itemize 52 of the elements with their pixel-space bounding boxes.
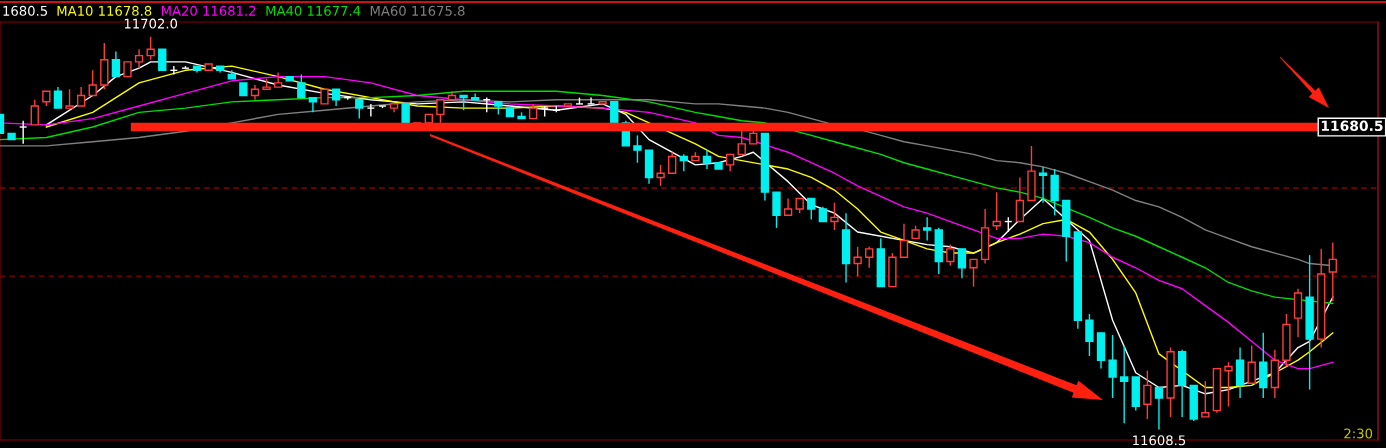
candlestick (297, 73, 306, 99)
text: 2:30 (1344, 428, 1373, 439)
candlestick (633, 134, 642, 164)
candlestick (737, 128, 746, 156)
candlestick (1154, 386, 1164, 431)
candlestick (668, 151, 677, 174)
candlestick (830, 201, 839, 231)
text: MA60 11675.8 (370, 5, 465, 16)
candlestick (1015, 176, 1025, 223)
candlestick (53, 86, 63, 109)
candlestick (76, 86, 86, 107)
candlestick (146, 36, 155, 61)
text: MA10 11678.8 (57, 5, 152, 16)
candlestick (355, 99, 364, 120)
candlestick (366, 103, 376, 118)
candlestick (19, 120, 28, 145)
candlestick (865, 246, 874, 269)
candlestick (853, 246, 862, 277)
candlestick (656, 164, 665, 187)
candlestick (1108, 334, 1117, 399)
candlestick (610, 101, 619, 124)
candlestick (158, 48, 167, 72)
candlestick (922, 216, 932, 242)
annotation: 11608.5 (1133, 435, 1186, 446)
candlestick (946, 243, 955, 267)
candlestick (134, 48, 144, 69)
candlestick (899, 222, 909, 258)
candlestick (65, 88, 74, 109)
annotation: 11702.0 (124, 18, 178, 29)
candlestick (1201, 380, 1210, 418)
text: MA20 11681.2 (161, 5, 256, 16)
candlestick (1120, 344, 1129, 424)
candlestick (1143, 369, 1152, 420)
candlestick (772, 191, 781, 229)
candlestick (586, 96, 596, 105)
candlestick (969, 258, 978, 288)
candlestick (273, 71, 283, 88)
candlestick (1224, 361, 1233, 408)
candlestick (1085, 313, 1094, 357)
text: MA40 11677.4 (266, 5, 361, 16)
candlestick (308, 96, 318, 114)
candlestick (807, 197, 816, 221)
candlestick (88, 69, 97, 97)
ref-line-label: 11680.5 (1321, 120, 1383, 132)
candlestick (30, 99, 39, 126)
candlestick (702, 149, 712, 170)
candlestick (436, 99, 445, 124)
candlestick (1247, 344, 1256, 384)
candlestick (1328, 241, 1337, 303)
text: 1680.5 (3, 5, 48, 16)
candlestick (111, 50, 121, 78)
candlestick (957, 248, 967, 279)
